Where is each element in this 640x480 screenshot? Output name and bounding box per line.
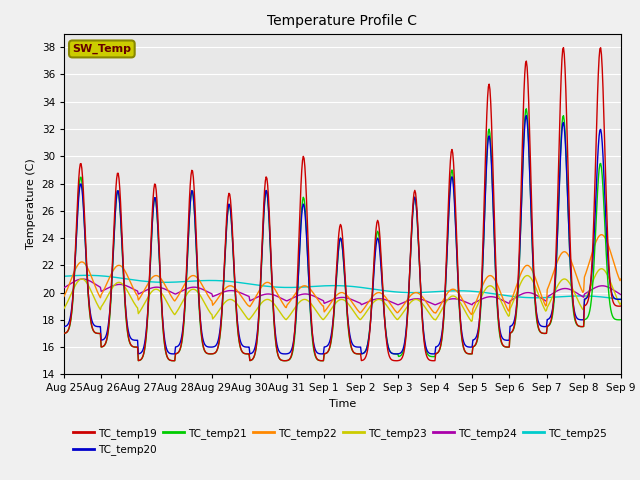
TC_temp23: [598, 266, 605, 272]
TC_temp24: [617, 292, 625, 298]
TC_temp21: [214, 347, 221, 352]
TC_temp20: [214, 340, 221, 346]
Title: Temperature Profile C: Temperature Profile C: [268, 14, 417, 28]
Line: TC_temp19: TC_temp19: [64, 48, 621, 361]
TC_temp22: [467, 312, 475, 317]
TC_temp24: [70, 279, 78, 285]
TC_temp19: [392, 358, 400, 364]
TC_temp23: [410, 297, 418, 303]
TC_temp24: [185, 285, 193, 291]
TC_temp20: [127, 336, 135, 342]
TC_temp24: [60, 285, 68, 290]
TC_temp20: [184, 243, 192, 249]
TC_temp25: [214, 278, 222, 284]
TC_temp23: [184, 290, 192, 296]
TC_temp25: [617, 297, 625, 302]
Line: TC_temp25: TC_temp25: [64, 276, 621, 300]
TC_temp22: [598, 232, 605, 238]
TC_temp24: [128, 286, 136, 291]
TC_temp19: [617, 303, 625, 309]
TC_temp23: [426, 312, 434, 318]
TC_temp19: [214, 347, 221, 352]
TC_temp19: [559, 45, 567, 50]
TC_temp25: [428, 289, 435, 295]
TC_temp19: [411, 188, 419, 193]
Line: TC_temp21: TC_temp21: [64, 109, 621, 361]
TC_temp21: [318, 358, 326, 364]
Line: TC_temp22: TC_temp22: [64, 235, 621, 314]
TC_temp23: [70, 285, 78, 291]
TC_temp20: [60, 324, 68, 329]
TC_temp24: [428, 300, 435, 306]
TC_temp20: [522, 113, 530, 119]
TC_temp22: [410, 290, 418, 296]
TC_temp22: [617, 276, 625, 282]
TC_temp25: [185, 278, 193, 284]
TC_temp20: [428, 351, 435, 357]
TC_temp25: [60, 274, 68, 279]
TC_temp24: [468, 302, 476, 308]
TC_temp23: [127, 295, 135, 301]
TC_temp24: [79, 276, 86, 282]
TC_temp21: [617, 317, 625, 323]
Y-axis label: Temperature (C): Temperature (C): [26, 158, 36, 250]
TC_temp20: [392, 351, 400, 357]
TC_temp21: [70, 279, 78, 285]
TC_temp22: [70, 269, 78, 275]
Legend: TC_temp19, TC_temp20, TC_temp21, TC_temp22, TC_temp23, TC_temp24, TC_temp25: TC_temp19, TC_temp20, TC_temp21, TC_temp…: [69, 424, 611, 459]
TC_temp19: [428, 358, 435, 363]
TC_temp25: [70, 273, 78, 278]
X-axis label: Time: Time: [329, 399, 356, 409]
TC_temp24: [214, 291, 222, 297]
TC_temp21: [127, 343, 135, 348]
TC_temp25: [83, 273, 90, 278]
TC_temp20: [617, 296, 625, 302]
TC_temp23: [467, 318, 475, 324]
TC_temp21: [184, 245, 192, 251]
TC_temp23: [617, 300, 625, 306]
Line: TC_temp23: TC_temp23: [64, 269, 621, 321]
TC_temp22: [214, 296, 221, 302]
Line: TC_temp24: TC_temp24: [64, 279, 621, 305]
TC_temp21: [411, 194, 419, 200]
TC_temp23: [60, 306, 68, 312]
TC_temp21: [428, 354, 435, 360]
TC_temp22: [60, 293, 68, 299]
TC_temp22: [426, 305, 434, 311]
TC_temp20: [411, 194, 419, 200]
TC_temp21: [522, 106, 530, 112]
TC_temp24: [411, 296, 419, 302]
TC_temp23: [214, 310, 221, 316]
TC_temp22: [127, 281, 135, 287]
TC_temp19: [60, 330, 68, 336]
TC_temp25: [411, 290, 419, 296]
TC_temp19: [127, 343, 135, 348]
TC_temp25: [128, 277, 136, 283]
TC_temp19: [184, 232, 192, 238]
TC_temp22: [184, 276, 192, 282]
TC_temp20: [70, 276, 78, 282]
Line: TC_temp20: TC_temp20: [64, 116, 621, 354]
TC_temp21: [60, 331, 68, 336]
TC_temp19: [70, 275, 78, 280]
Text: SW_Temp: SW_Temp: [72, 44, 131, 54]
